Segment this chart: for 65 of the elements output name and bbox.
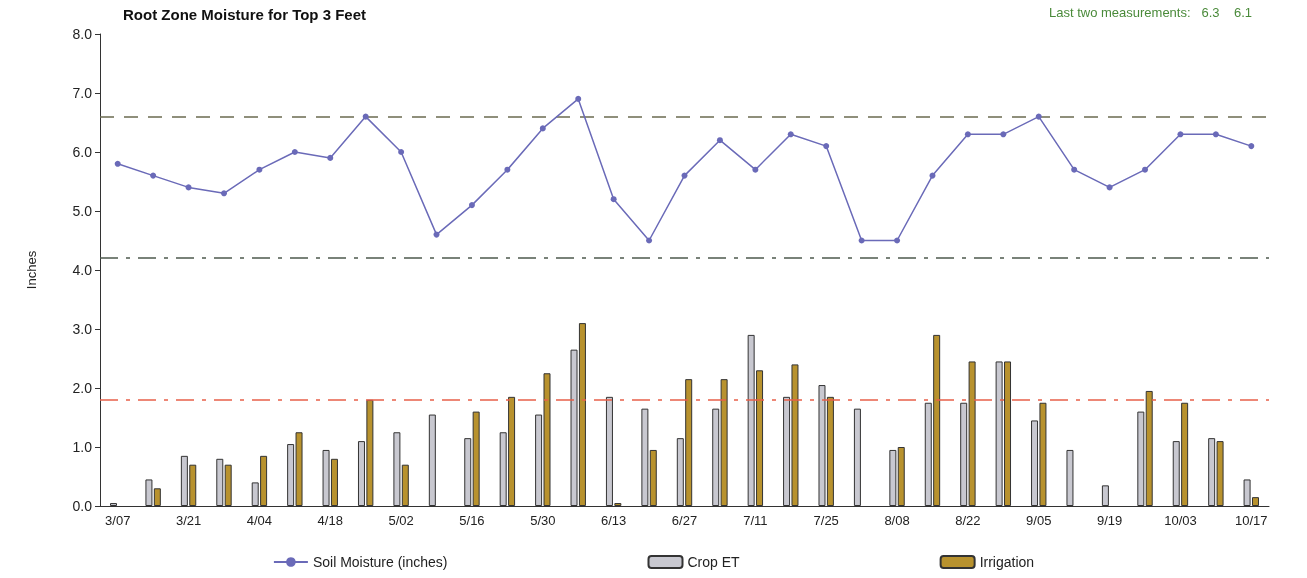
x-tick-label: 4/04: [246, 513, 273, 528]
point: [150, 172, 157, 179]
point: [327, 154, 334, 161]
chart-title: Root Zone Moisture for Top 3 Feet: [123, 6, 367, 23]
point: [1177, 131, 1184, 138]
point: [858, 237, 865, 244]
y-tick-label: 3.0: [72, 321, 93, 337]
x-tick-label: 3/07: [105, 513, 131, 528]
point: [256, 166, 263, 173]
x-tick-label: 6/27: [671, 513, 698, 528]
point: [114, 160, 121, 167]
point: [1071, 166, 1078, 173]
point: [787, 131, 794, 138]
y-tick-label: 2.0: [72, 380, 93, 396]
x-tick-label: 5/02: [388, 513, 414, 528]
point: [716, 137, 723, 144]
x-tick-label: 9/05: [1026, 513, 1052, 528]
text: Last two measurements: 6.3 6.1: [1048, 5, 1252, 20]
point: [433, 231, 440, 238]
point: [575, 95, 582, 102]
y-axis-title: Inches: [24, 250, 39, 290]
point: [1248, 143, 1255, 150]
x-tick-label: 4/18: [317, 513, 343, 528]
point: [964, 131, 971, 138]
x-tick-label: 7/11: [743, 513, 768, 528]
y-tick-label: 4.0: [72, 262, 93, 278]
legend-label: Crop ET: [687, 554, 741, 570]
x-tick-label: 9/19: [1096, 513, 1123, 528]
point: [823, 143, 830, 150]
point: [1106, 184, 1113, 191]
point: [398, 149, 405, 155]
point: [646, 237, 653, 244]
x-tick-label: 3/21: [175, 513, 202, 528]
y-tick-label: 0.0: [72, 498, 93, 514]
point: [220, 190, 227, 197]
point: [1142, 166, 1149, 173]
point: [929, 172, 936, 179]
point: [539, 125, 546, 132]
point: [504, 166, 511, 173]
x-tick-label: 6/13: [601, 513, 627, 528]
point: [681, 172, 688, 179]
point: [752, 166, 759, 173]
point: [1035, 113, 1042, 120]
x-tick-label: 10/03: [1164, 513, 1197, 528]
point: [185, 184, 192, 191]
x-tick-label: 8/22: [955, 513, 981, 528]
legend-label: Soil Moisture (inches): [312, 554, 448, 570]
x-tick-label: 10/17: [1235, 513, 1268, 528]
y-tick-label: 7.0: [72, 85, 93, 101]
point: [610, 196, 617, 203]
y-tick-label: 1.0: [72, 439, 93, 455]
x-tick-label: 5/30: [530, 513, 556, 528]
x-tick-label: 7/25: [813, 513, 839, 528]
point: [291, 149, 298, 155]
y-tick-label: 8.0: [72, 26, 93, 42]
y-tick-label: 5.0: [72, 203, 93, 219]
point: [894, 237, 901, 244]
point: [362, 113, 369, 120]
x-tick-label: 5/16: [459, 513, 485, 528]
legend-label: Irrigation: [979, 554, 1035, 570]
point: [468, 202, 475, 209]
point: [1212, 131, 1219, 138]
y-tick-label: 6.0: [72, 144, 93, 160]
point: [1000, 131, 1007, 138]
x-tick-label: 8/08: [884, 513, 910, 528]
